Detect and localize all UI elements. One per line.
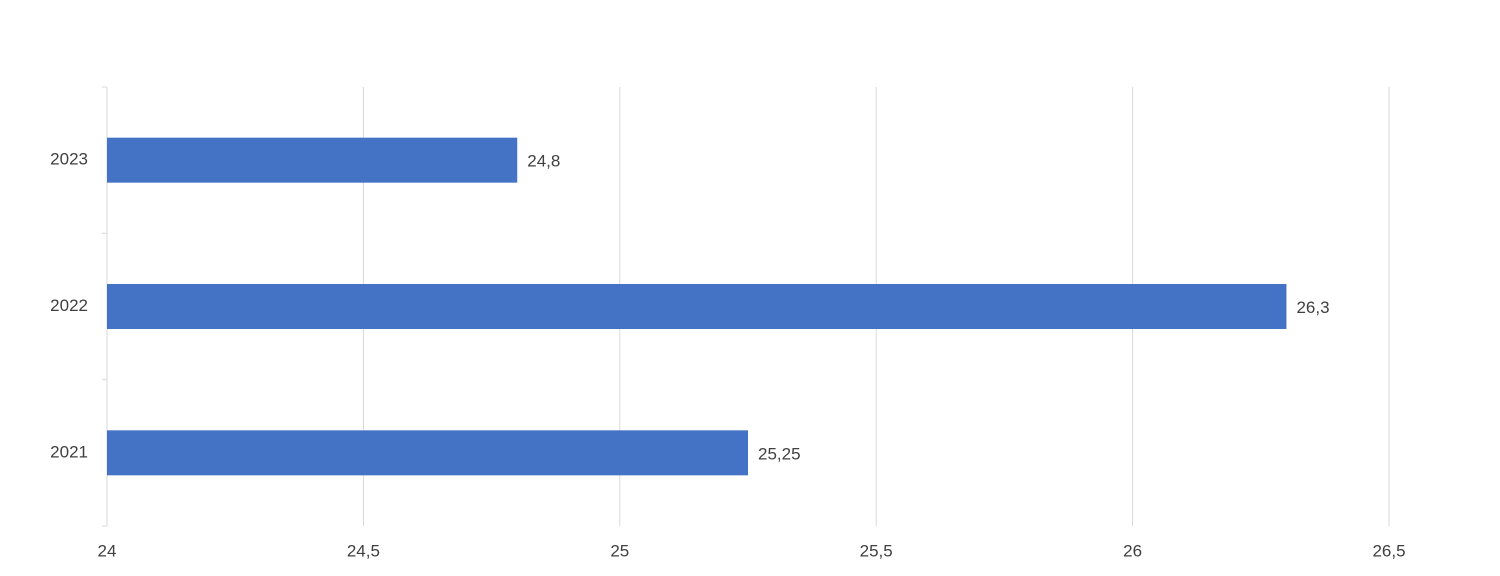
data-label: 26,3: [1296, 298, 1329, 317]
y-tick-label: 2022: [50, 296, 88, 315]
data-label: 25,25: [758, 444, 801, 463]
x-tick-label: 24,5: [347, 541, 380, 560]
x-tick-label: 26,5: [1372, 541, 1405, 560]
x-tick-label: 26: [1123, 541, 1142, 560]
y-tick-label: 2021: [50, 442, 88, 461]
x-tick-label: 24: [98, 541, 117, 560]
x-tick-label: 25: [610, 541, 629, 560]
bar: [107, 284, 1287, 329]
bar: [107, 137, 518, 183]
y-tick-label: 2023: [50, 150, 88, 169]
bar: [107, 430, 748, 476]
data-label: 24,8: [527, 152, 560, 171]
x-tick-label: 25,5: [860, 541, 893, 560]
